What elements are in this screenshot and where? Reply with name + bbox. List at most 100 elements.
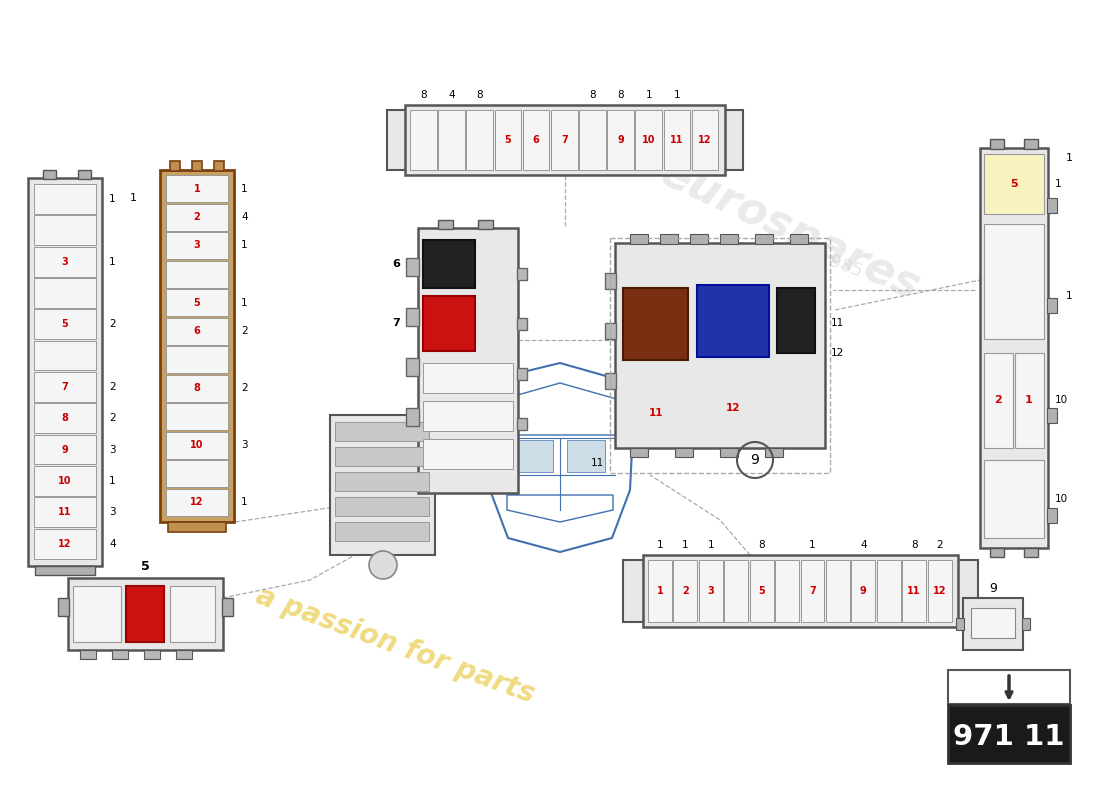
Text: 5: 5 xyxy=(1010,179,1018,189)
Text: 12: 12 xyxy=(190,497,204,507)
Bar xyxy=(692,110,718,170)
Bar xyxy=(663,110,691,170)
Text: 8: 8 xyxy=(420,90,427,100)
Bar xyxy=(948,670,1070,704)
Bar xyxy=(34,310,96,339)
Bar xyxy=(34,246,96,277)
Bar xyxy=(478,220,493,229)
Bar xyxy=(956,618,964,630)
Bar xyxy=(723,110,743,170)
Bar xyxy=(112,650,128,659)
Text: 3: 3 xyxy=(241,440,248,450)
Text: 12: 12 xyxy=(58,538,72,549)
Bar xyxy=(720,448,738,457)
Text: 2: 2 xyxy=(994,395,1002,405)
Bar xyxy=(34,372,96,402)
Bar xyxy=(424,401,513,431)
Bar xyxy=(517,368,527,380)
Bar xyxy=(170,161,180,171)
Bar xyxy=(750,560,773,622)
Bar xyxy=(877,560,901,622)
Text: 12: 12 xyxy=(933,586,946,596)
Bar xyxy=(34,215,96,245)
Bar xyxy=(28,178,102,566)
Bar xyxy=(406,358,419,376)
Bar xyxy=(466,110,493,170)
Text: 12: 12 xyxy=(698,135,712,145)
Bar xyxy=(990,548,1004,557)
Text: 10: 10 xyxy=(58,476,72,486)
Text: 1: 1 xyxy=(1055,179,1061,189)
Bar xyxy=(495,110,521,170)
Text: 6: 6 xyxy=(532,135,539,145)
Text: 8: 8 xyxy=(911,540,917,550)
Bar xyxy=(144,650,159,659)
Text: 10: 10 xyxy=(642,135,656,145)
Text: 2: 2 xyxy=(109,382,116,392)
Text: 2: 2 xyxy=(109,319,116,330)
Bar xyxy=(330,415,434,555)
Bar xyxy=(192,161,202,171)
Bar xyxy=(610,238,830,473)
Bar xyxy=(336,447,429,466)
Text: 12: 12 xyxy=(726,403,740,413)
Text: 11: 11 xyxy=(591,458,604,468)
Text: 1: 1 xyxy=(673,90,680,100)
Text: 3: 3 xyxy=(707,586,714,596)
Bar xyxy=(902,560,926,622)
Text: eurospares: eurospares xyxy=(653,151,926,309)
Bar xyxy=(410,110,437,170)
Bar xyxy=(776,560,799,622)
Bar xyxy=(697,285,769,357)
Text: 4: 4 xyxy=(448,90,454,100)
Bar xyxy=(615,243,825,448)
Bar xyxy=(73,586,121,642)
Bar xyxy=(170,586,214,642)
Text: 11: 11 xyxy=(58,507,72,518)
Bar xyxy=(424,240,475,288)
Bar xyxy=(336,422,429,441)
Bar xyxy=(1024,548,1038,557)
Text: 971 11: 971 11 xyxy=(954,723,1065,751)
Bar xyxy=(690,234,708,244)
Bar xyxy=(166,403,228,430)
Text: 5: 5 xyxy=(505,135,512,145)
Bar xyxy=(166,203,228,230)
Bar xyxy=(826,560,850,622)
Text: 1: 1 xyxy=(241,241,248,250)
Bar xyxy=(801,560,824,622)
Bar xyxy=(424,296,475,351)
Bar xyxy=(566,440,605,472)
Text: 12: 12 xyxy=(830,348,845,358)
Text: 1: 1 xyxy=(194,183,200,194)
Text: 5: 5 xyxy=(62,319,68,330)
Bar xyxy=(168,522,225,532)
Text: 11: 11 xyxy=(670,135,684,145)
Text: 2: 2 xyxy=(241,383,248,393)
Bar xyxy=(166,175,228,202)
Bar xyxy=(1024,139,1038,149)
Bar xyxy=(58,598,69,616)
Bar xyxy=(336,497,429,516)
Text: 3: 3 xyxy=(109,507,116,518)
Text: 1: 1 xyxy=(657,586,663,596)
Text: 5: 5 xyxy=(758,586,764,596)
Bar xyxy=(68,578,223,650)
Bar xyxy=(790,234,808,244)
Bar xyxy=(630,448,648,457)
Bar xyxy=(675,448,693,457)
Bar xyxy=(990,139,1004,149)
Bar xyxy=(517,268,527,280)
Text: 1: 1 xyxy=(109,257,116,266)
Text: 1: 1 xyxy=(682,540,689,550)
Text: 2: 2 xyxy=(682,586,689,596)
Bar xyxy=(43,170,56,179)
Text: 4: 4 xyxy=(241,212,248,222)
Text: a passion for parts: a passion for parts xyxy=(252,582,538,709)
Bar xyxy=(34,434,96,465)
Bar xyxy=(980,148,1048,548)
Text: 4: 4 xyxy=(109,538,116,549)
Bar xyxy=(698,560,723,622)
Bar xyxy=(605,273,616,289)
Bar xyxy=(517,418,527,430)
